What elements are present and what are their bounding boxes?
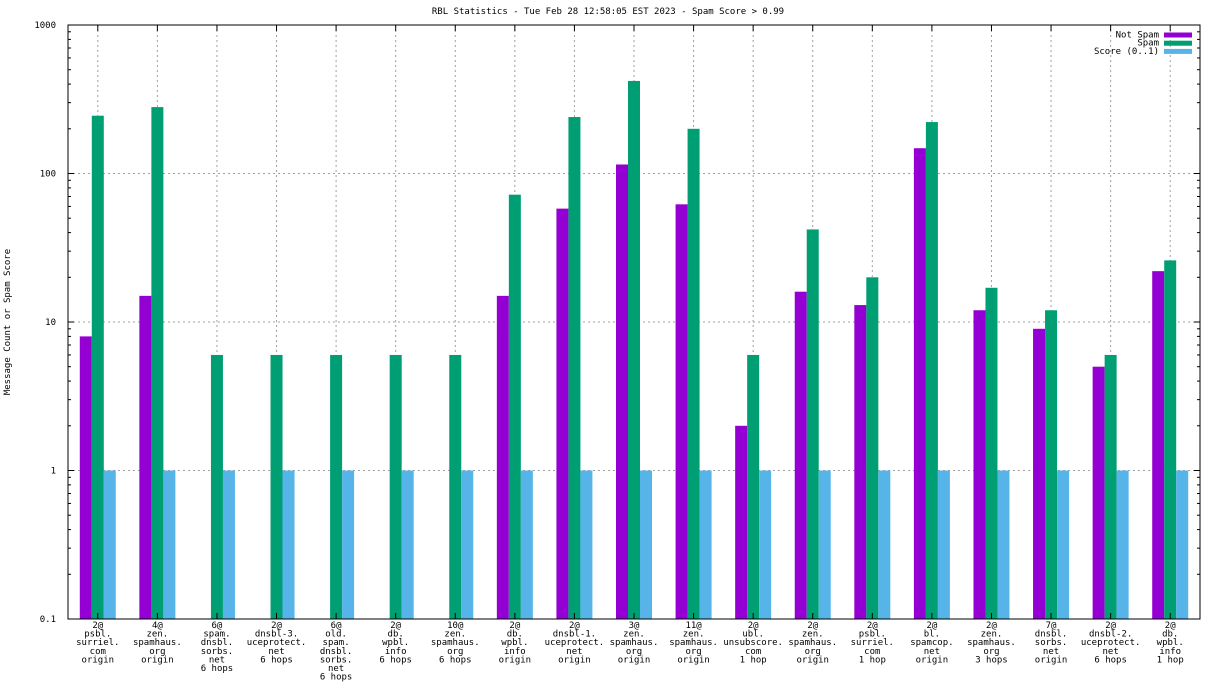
bar-not-spam bbox=[616, 164, 628, 619]
legend-swatch bbox=[1164, 32, 1192, 38]
x-tick-label: 2@ ubl. unsubscore. com 1 hop bbox=[723, 621, 783, 665]
bar-spam bbox=[508, 194, 521, 619]
bar-score-0-1 bbox=[1116, 470, 1129, 619]
bar-score-0-1 bbox=[580, 470, 593, 619]
x-tick-label: 2@ psbl. surriel. com 1 hop bbox=[851, 621, 894, 665]
bar-spam bbox=[866, 277, 879, 619]
x-tick-label: 3@ zen. spamhaus. org origin bbox=[610, 621, 659, 665]
chart-title: RBL Statistics - Tue Feb 28 12:58:05 EST… bbox=[432, 7, 784, 17]
bar-spam bbox=[210, 354, 223, 619]
x-tick-label: 7@ dnsbl. sorbs. net origin bbox=[1035, 621, 1068, 665]
axes: 0.1 1 10 100 1000 2@ psbl. surriel. com origin 4@ z… bbox=[34, 21, 1201, 683]
x-tick-label: 6@ old. spam. dnsbl. sorbs. net 6 hops bbox=[320, 621, 353, 683]
x-tick-label: 2@ psbl. surriel. com origin bbox=[76, 621, 119, 665]
legend-label: Not Spam bbox=[1116, 31, 1159, 41]
bar-score-0-1 bbox=[401, 470, 414, 619]
bar-score-0-1 bbox=[1057, 470, 1070, 619]
bar-not-spam bbox=[556, 208, 569, 620]
bar-score-0-1 bbox=[461, 470, 474, 619]
bar-spam bbox=[1045, 310, 1058, 619]
bar-score-0-1 bbox=[937, 470, 950, 619]
legend-label: Spam bbox=[1137, 39, 1159, 49]
bars bbox=[79, 80, 1189, 620]
legend-label: Score (0..1) bbox=[1094, 47, 1159, 57]
y-tick-label: 10 bbox=[45, 318, 56, 328]
x-tick-label: 11@ zen. spamhaus. org origin bbox=[669, 621, 718, 665]
x-tick-label: 2@ zen. spamhaus. org 3 hops bbox=[967, 621, 1016, 665]
bar-score-0-1 bbox=[282, 470, 295, 619]
bar-spam bbox=[925, 122, 938, 619]
bar-score-0-1 bbox=[699, 470, 712, 619]
bar-score-0-1 bbox=[520, 470, 533, 619]
bar-not-spam bbox=[794, 291, 807, 619]
x-tick-label: 2@ db. wpbl. info 6 hops bbox=[379, 621, 412, 665]
x-tick-label: 2@ zen. spamhaus. org origin bbox=[788, 621, 837, 665]
bar-not-spam bbox=[139, 295, 152, 619]
legend-swatch bbox=[1164, 40, 1192, 46]
x-tick-label: 10@ zen. spamhaus. org 6 hops bbox=[431, 621, 480, 665]
y-tick-label: 1 bbox=[51, 467, 56, 477]
bar-not-spam bbox=[675, 204, 688, 619]
bar-spam bbox=[330, 354, 343, 619]
y-tick-label: 100 bbox=[40, 170, 56, 180]
y-axis-label: Message Count or Spam Score bbox=[3, 249, 13, 395]
bar-score-0-1 bbox=[222, 470, 235, 619]
x-tick-label: 2@ db. wpbl. info origin bbox=[499, 621, 532, 665]
y-tick-label: 1000 bbox=[34, 21, 56, 31]
x-tick-label: 2@ db. wpbl. info 1 hop bbox=[1157, 621, 1184, 665]
bar-not-spam bbox=[1152, 271, 1165, 619]
x-tick-label: 2@ dnsbl-3. uceprotect. net 6 hops bbox=[247, 621, 307, 665]
bar-spam bbox=[270, 354, 283, 619]
bar-spam bbox=[389, 354, 402, 619]
bar-not-spam bbox=[973, 310, 986, 619]
x-tick-label: 2@ dnsbl-1. uceprotect. net origin bbox=[545, 621, 605, 665]
bar-spam bbox=[747, 354, 760, 619]
bar-spam bbox=[151, 107, 164, 619]
x-tick-label: 2@ bl. spamcop. net origin bbox=[910, 621, 953, 665]
bar-score-0-1 bbox=[342, 470, 355, 619]
bar-spam bbox=[628, 80, 640, 619]
x-tick-label: 4@ zen. spamhaus. org origin bbox=[133, 621, 182, 665]
bar-score-0-1 bbox=[163, 470, 176, 619]
bar-not-spam bbox=[1092, 366, 1105, 619]
bar-score-0-1 bbox=[103, 470, 116, 619]
legend-swatch bbox=[1164, 48, 1192, 54]
bar-not-spam bbox=[854, 305, 867, 619]
bar-score-0-1 bbox=[818, 470, 831, 619]
bar-not-spam bbox=[1033, 328, 1046, 619]
bar-score-0-1 bbox=[997, 470, 1010, 619]
bar-not-spam bbox=[913, 148, 926, 620]
bar-not-spam bbox=[496, 295, 509, 619]
bar-spam bbox=[91, 115, 104, 620]
bar-spam bbox=[985, 287, 998, 619]
bar-score-0-1 bbox=[1176, 470, 1189, 619]
bar-spam bbox=[1164, 260, 1177, 619]
bar-not-spam bbox=[735, 425, 748, 619]
bar-spam bbox=[687, 128, 700, 619]
bar-spam bbox=[1104, 354, 1117, 619]
bar-score-0-1 bbox=[640, 470, 652, 619]
bar-score-0-1 bbox=[878, 470, 891, 619]
bar-score-0-1 bbox=[759, 470, 772, 619]
x-tick-label: 2@ dnsbl-2. uceprotect. net 6 hops bbox=[1081, 621, 1141, 665]
bar-spam bbox=[568, 117, 581, 619]
y-tick-label: 0.1 bbox=[40, 615, 56, 625]
bar-spam bbox=[449, 354, 462, 619]
x-tick-label: 6@ spam. dnsbl. sorbs. net 6 hops bbox=[201, 621, 234, 674]
bar-spam bbox=[806, 229, 819, 619]
bar-not-spam bbox=[79, 336, 92, 619]
plot-frame bbox=[67, 24, 1201, 620]
